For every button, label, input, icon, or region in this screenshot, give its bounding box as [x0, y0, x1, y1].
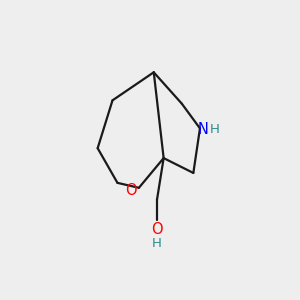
Text: H: H: [210, 123, 220, 136]
Text: H: H: [152, 237, 162, 250]
Text: O: O: [125, 183, 136, 198]
Text: O: O: [151, 221, 163, 236]
Text: N: N: [197, 122, 208, 136]
